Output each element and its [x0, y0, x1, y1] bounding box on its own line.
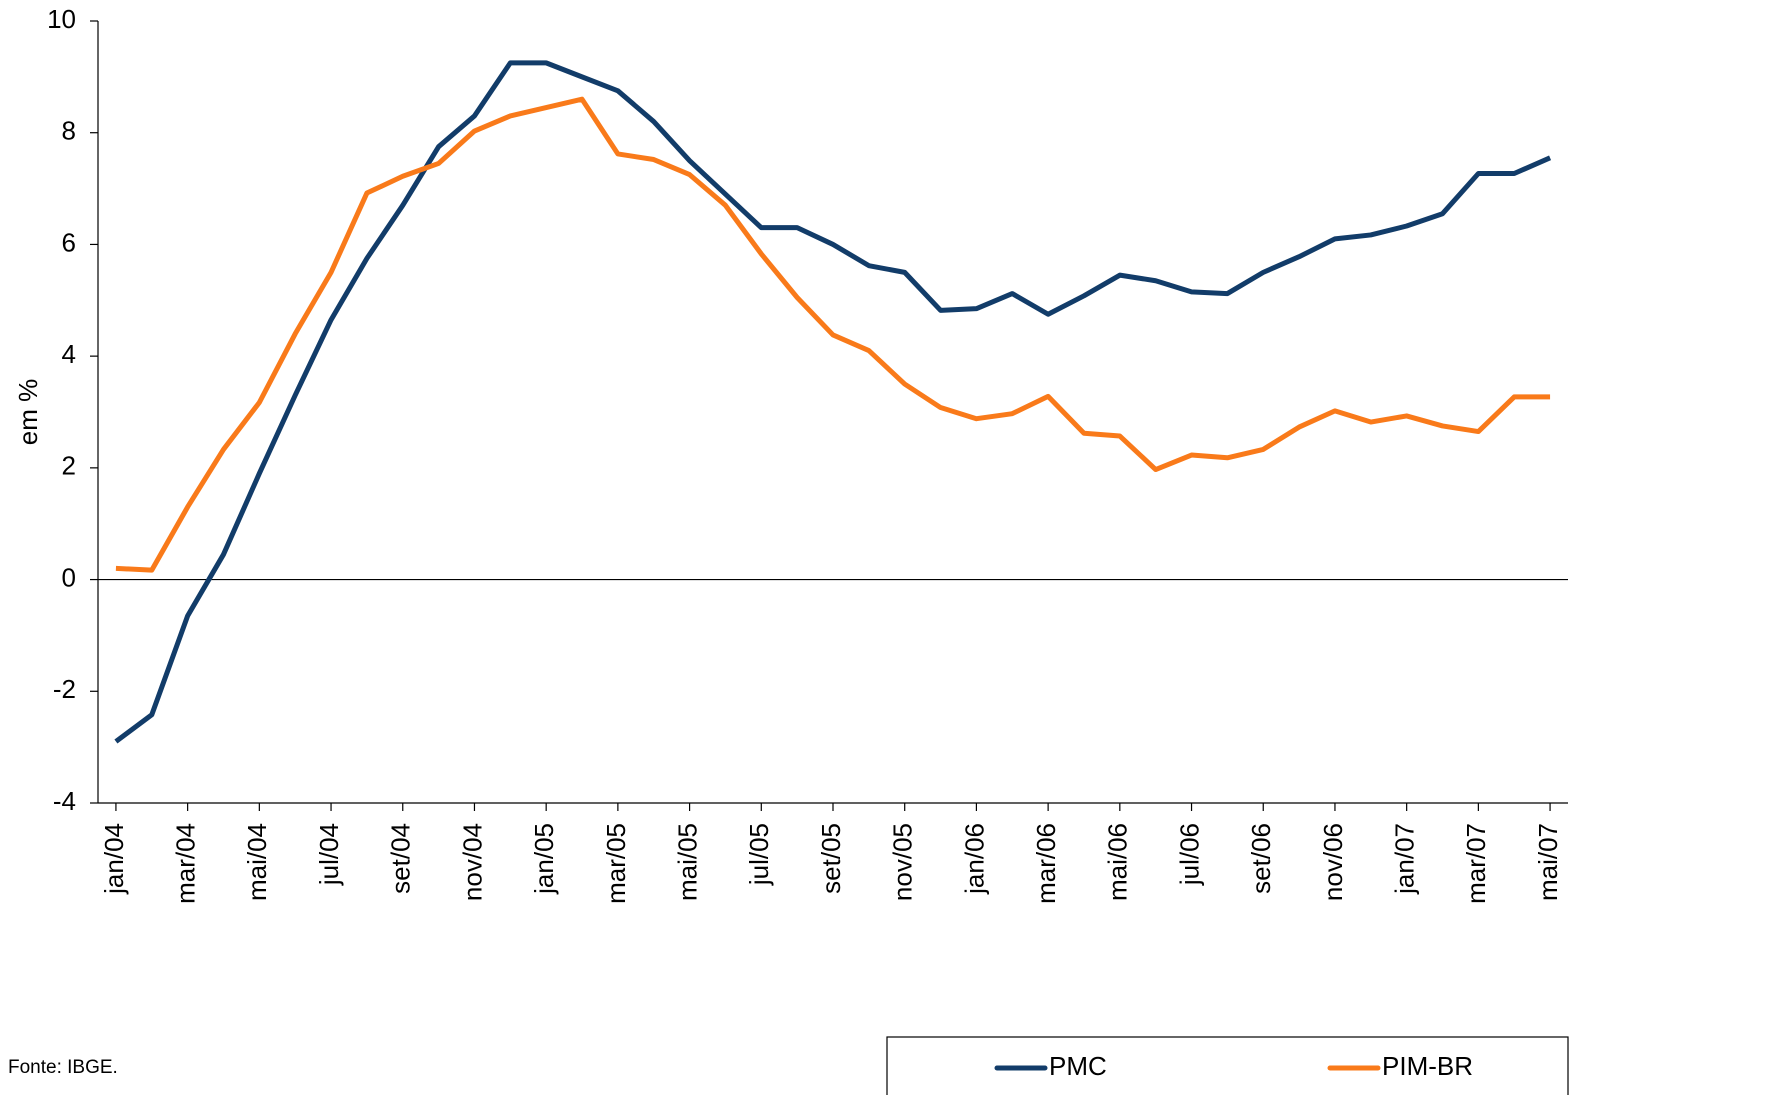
x-tick-label: nov/06 [1318, 823, 1348, 901]
legend-label: PMC [1049, 1051, 1107, 1081]
y-tick-label: 4 [62, 339, 76, 369]
legend-label: PIM-BR [1382, 1051, 1473, 1081]
y-tick-label: -4 [53, 786, 76, 816]
y-tick-label: 10 [47, 4, 76, 34]
y-tick-label: 6 [62, 227, 76, 257]
x-tick-label: set/04 [386, 823, 416, 894]
data-line [114, 60, 1552, 744]
x-tick-label: nov/04 [457, 823, 487, 901]
x-tick-label: jan/07 [1390, 823, 1420, 895]
x-tick-label: nov/05 [888, 823, 918, 901]
x-tick-label: mar/06 [1031, 823, 1061, 904]
x-tick-label: jan/04 [99, 823, 129, 895]
x-tick-label: mai/04 [242, 823, 272, 901]
x-tick-label: jul/05 [744, 823, 774, 886]
x-tick-label: mar/05 [601, 823, 631, 904]
y-tick-label: 8 [62, 116, 76, 146]
x-tick-label: jul/04 [314, 823, 344, 886]
x-tick-label: mar/07 [1461, 823, 1491, 904]
x-tick-label: set/06 [1246, 823, 1276, 894]
x-tick-label: mai/05 [672, 823, 702, 901]
x-tick-label: mai/07 [1533, 823, 1563, 901]
x-tick-label: mar/04 [171, 823, 201, 904]
y-axis-label: em % [13, 379, 43, 445]
x-tick-label: set/05 [816, 823, 846, 894]
x-tick-label: mai/06 [1103, 823, 1133, 901]
source-note: Fonte: IBGE. [8, 1057, 118, 1078]
data-line [115, 96, 1551, 573]
x-tick-label: jan/06 [959, 823, 989, 895]
y-tick-label: 2 [62, 451, 76, 481]
y-tick-label: 0 [62, 562, 76, 592]
x-tick-label: jul/06 [1174, 823, 1204, 886]
x-tick-label: jan/05 [529, 823, 559, 895]
y-tick-label: -2 [53, 674, 76, 704]
